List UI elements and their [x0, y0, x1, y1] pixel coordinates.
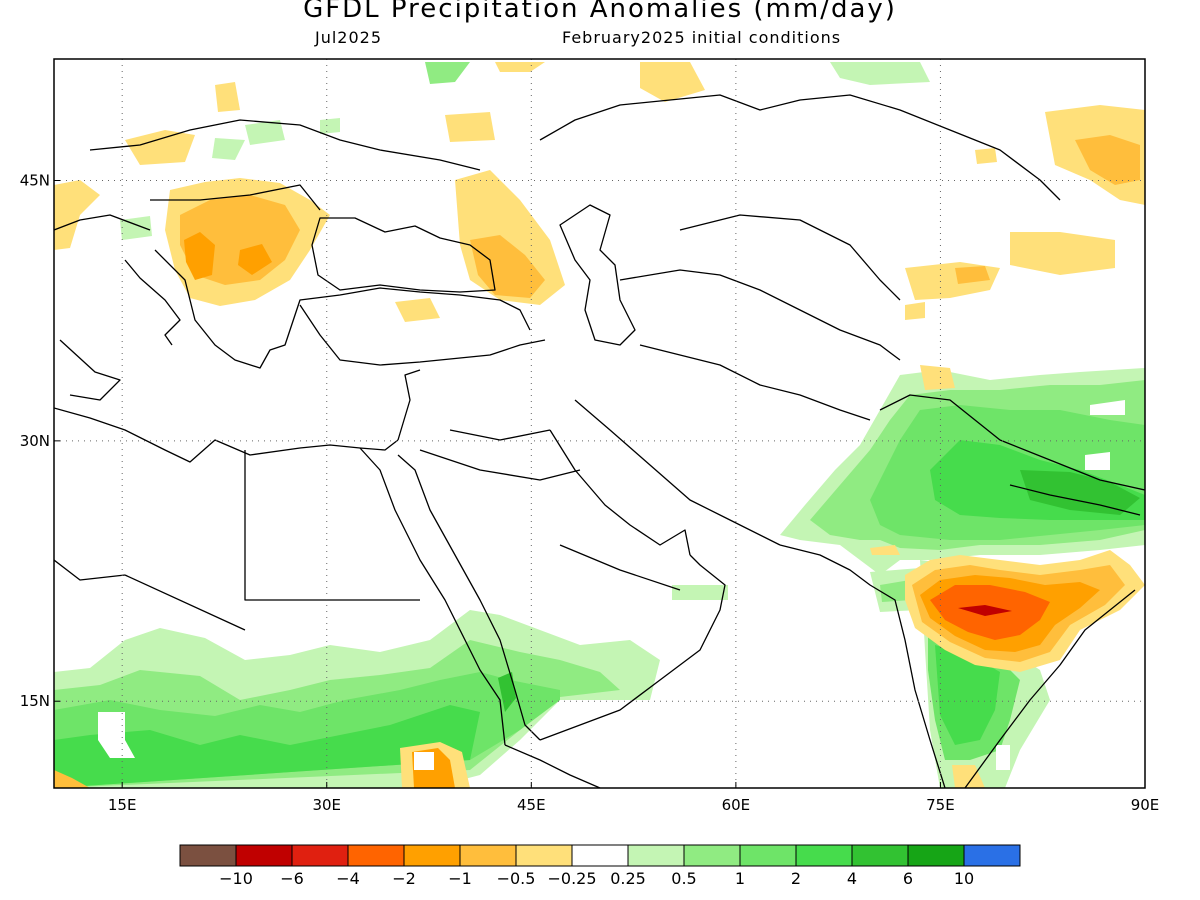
x-tick-label: 45E: [517, 796, 546, 814]
colorbar-label: 1: [735, 869, 745, 888]
colorbar-label: −4: [336, 869, 360, 888]
forecast-month: Jul2025: [315, 28, 383, 47]
colorbar: −10 −6 −4 −2 −1 −0.5 −0.25 0.25 0.5 1 2 4 6 10: [179, 844, 1021, 888]
colorbar-swatch: [739, 844, 797, 867]
colorbar-label: −0.25: [547, 869, 596, 888]
anomaly-fields: [54, 59, 1145, 788]
colorbar-label: 2: [791, 869, 801, 888]
longitude-axis: 15E 30E 45E 60E 75E 90E: [108, 782, 1159, 814]
colorbar-swatch: [179, 844, 237, 867]
latitude-axis: 15N 30N 45N: [20, 172, 60, 710]
northern-negative-anomalies: [54, 62, 1145, 390]
colorbar-swatch: [963, 844, 1021, 867]
colorbar-label: −1: [448, 869, 472, 888]
colorbar-swatch: [291, 844, 349, 867]
colorbar-label: −0.5: [497, 869, 536, 888]
colorbar-swatch: [459, 844, 517, 867]
plot-frame: [53, 58, 1146, 789]
colorbar-label: 0.25: [610, 869, 646, 888]
colorbar-label: −2: [392, 869, 416, 888]
colorbar-swatch: [403, 844, 461, 867]
colorbar-swatch: [627, 844, 685, 867]
y-tick-label: 15N: [20, 692, 50, 710]
x-tick-label: 75E: [926, 796, 955, 814]
map-title: GFDL Precipitation Anomalies (mm/day): [303, 0, 897, 24]
colorbar-swatch: [235, 844, 293, 867]
colorbar-label: 4: [847, 869, 857, 888]
colorbar-swatch: [683, 844, 741, 867]
x-tick-label: 60E: [722, 796, 751, 814]
sahel-positive-anomaly: [54, 585, 728, 788]
y-tick-label: 30N: [20, 432, 50, 450]
central-india-negative-anomaly: [870, 545, 1145, 788]
colorbar-swatch: [907, 844, 965, 867]
colorbar-label: −6: [280, 869, 304, 888]
x-tick-label: 15E: [108, 796, 137, 814]
initial-conditions: February2025 initial conditions: [562, 28, 842, 47]
colorbar-swatch: [851, 844, 909, 867]
colorbar-swatch: [795, 844, 853, 867]
colorbar-label: 10: [954, 869, 974, 888]
y-tick-label: 45N: [20, 172, 50, 190]
x-tick-label: 30E: [312, 796, 341, 814]
colorbar-label: 6: [903, 869, 913, 888]
colorbar-swatch: [571, 844, 629, 867]
x-tick-label: 90E: [1131, 796, 1160, 814]
northern-positive-anomalies: [120, 62, 930, 240]
coastlines-and-borders: [54, 94, 1145, 788]
colorbar-swatch: [515, 844, 573, 867]
colorbar-label: −10: [219, 869, 253, 888]
south-asia-positive-anomaly: [780, 368, 1145, 788]
colorbar-swatch: [347, 844, 405, 867]
colorbar-label: 0.5: [671, 869, 696, 888]
